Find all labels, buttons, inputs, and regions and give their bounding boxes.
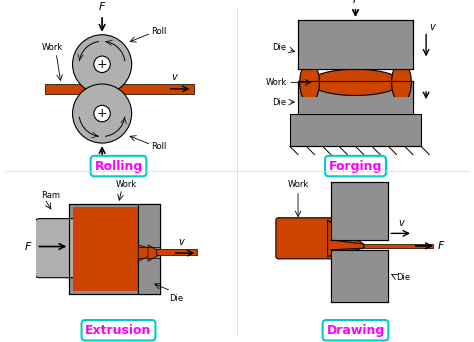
FancyBboxPatch shape (73, 207, 138, 291)
Text: Work: Work (42, 43, 64, 52)
FancyBboxPatch shape (138, 204, 160, 245)
Text: Die: Die (273, 43, 287, 52)
FancyBboxPatch shape (276, 218, 333, 259)
Text: v: v (172, 73, 177, 82)
Text: Work: Work (116, 180, 137, 189)
Ellipse shape (310, 69, 401, 95)
Text: F: F (438, 241, 444, 251)
Text: +: + (97, 58, 108, 71)
Text: F: F (99, 2, 105, 12)
FancyBboxPatch shape (45, 84, 91, 94)
Circle shape (73, 84, 132, 143)
FancyBboxPatch shape (35, 219, 82, 278)
Text: F: F (352, 0, 359, 5)
Text: Die: Die (273, 97, 287, 107)
Text: F: F (99, 168, 105, 178)
FancyBboxPatch shape (331, 183, 388, 240)
Text: Forging: Forging (329, 160, 382, 173)
FancyBboxPatch shape (298, 81, 413, 114)
Ellipse shape (392, 62, 411, 103)
Text: v: v (399, 218, 404, 228)
FancyBboxPatch shape (138, 261, 160, 294)
FancyBboxPatch shape (156, 249, 197, 255)
Text: Rolling: Rolling (94, 160, 143, 173)
FancyBboxPatch shape (138, 204, 160, 294)
FancyBboxPatch shape (331, 250, 388, 302)
Polygon shape (138, 245, 155, 261)
Text: Extrusion: Extrusion (85, 324, 152, 337)
Polygon shape (148, 245, 160, 261)
Circle shape (94, 56, 110, 73)
FancyBboxPatch shape (331, 217, 388, 240)
Text: Die: Die (169, 294, 183, 303)
Text: Die: Die (397, 273, 410, 282)
FancyBboxPatch shape (298, 53, 413, 69)
Text: v: v (429, 22, 435, 31)
Text: Work: Work (287, 180, 309, 189)
FancyBboxPatch shape (290, 114, 421, 146)
Circle shape (73, 35, 132, 94)
Text: Ram: Ram (41, 191, 60, 200)
Circle shape (94, 105, 110, 122)
FancyBboxPatch shape (91, 82, 115, 95)
FancyBboxPatch shape (364, 244, 433, 248)
Text: Roll: Roll (151, 142, 167, 151)
FancyBboxPatch shape (115, 84, 194, 94)
Polygon shape (328, 220, 364, 256)
FancyBboxPatch shape (331, 251, 388, 302)
Text: F: F (25, 241, 31, 251)
FancyBboxPatch shape (69, 204, 160, 294)
Text: Roll: Roll (151, 27, 167, 36)
FancyBboxPatch shape (298, 20, 413, 69)
Text: Drawing: Drawing (327, 324, 384, 337)
Text: Work: Work (265, 78, 287, 87)
Text: +: + (97, 107, 108, 120)
Ellipse shape (300, 62, 319, 103)
FancyBboxPatch shape (298, 97, 413, 114)
Text: v: v (178, 237, 184, 247)
